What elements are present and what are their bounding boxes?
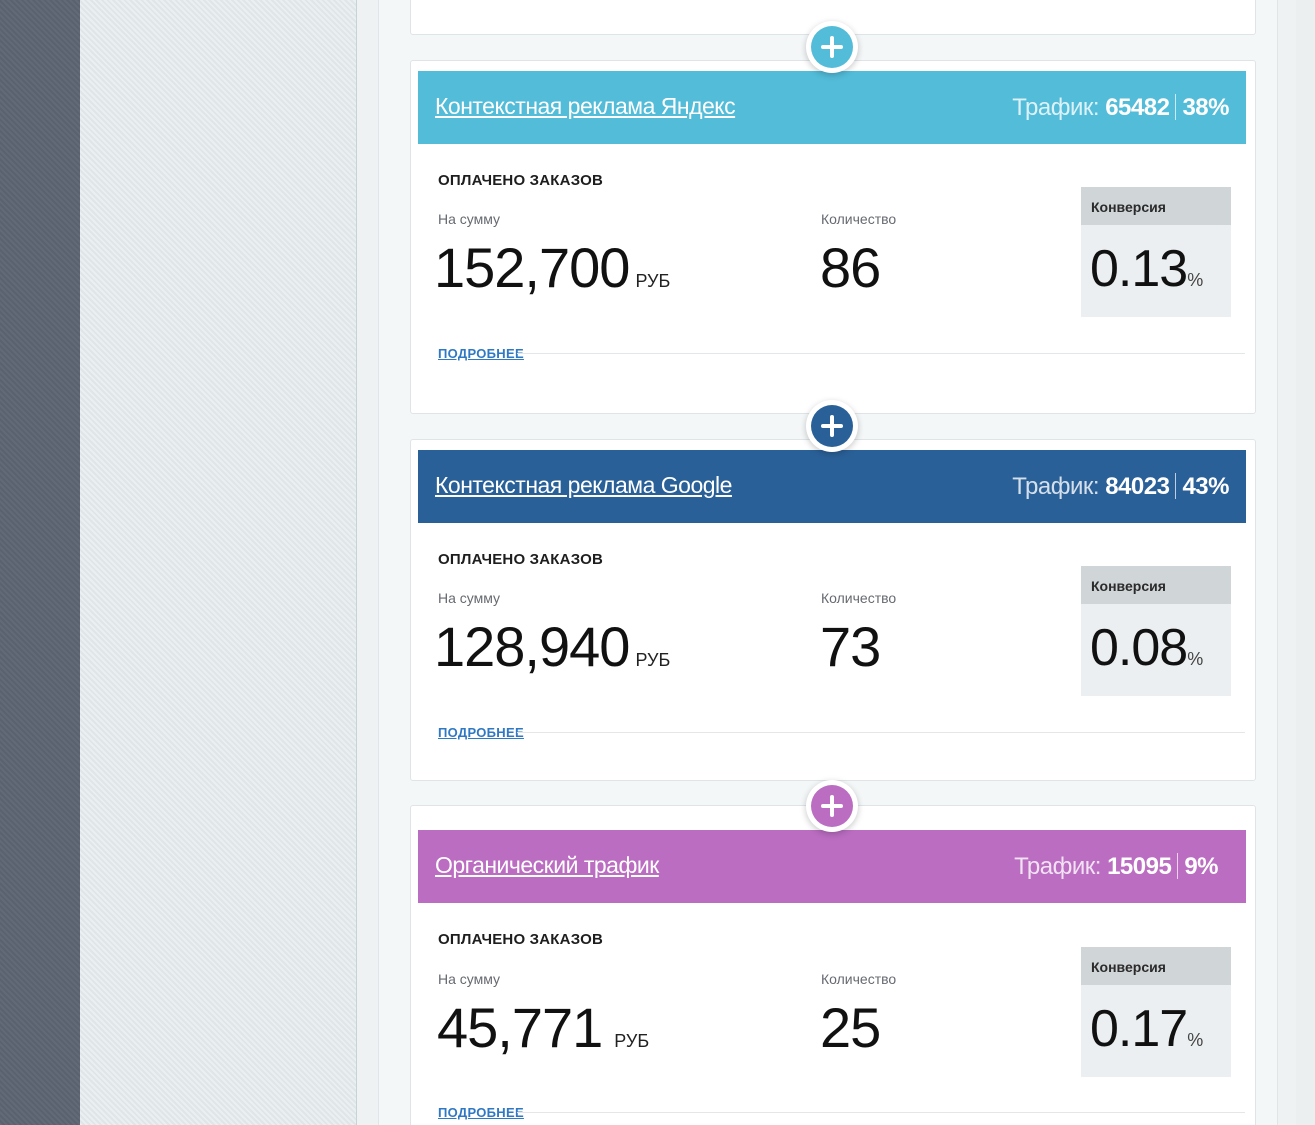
left-navigation-rail	[0, 0, 80, 1125]
traffic-summary: Трафик: 15095 9%	[1014, 853, 1218, 881]
channel-title-link[interactable]: Органический трафик	[435, 852, 659, 878]
traffic-label: Трафик:	[1012, 94, 1100, 121]
conversion-label: Конверсия	[1081, 187, 1231, 225]
count-label: Количество	[821, 590, 897, 606]
conversion-unit: %	[1187, 1030, 1204, 1050]
traffic-percent: 9%	[1184, 853, 1218, 880]
sum-label: На сумму	[438, 971, 501, 987]
details-link[interactable]: ПОДРОБНЕЕ	[438, 346, 524, 361]
conversion-label: Конверсия	[1081, 566, 1231, 604]
sum-label: На сумму	[438, 590, 501, 606]
count-value: 25	[820, 996, 881, 1059]
plus-icon	[811, 785, 853, 827]
conversion-unit: %	[1187, 270, 1204, 290]
count-value: 86	[820, 236, 881, 299]
paid-orders-label: ОПЛАЧЕНО ЗАКАЗОВ	[438, 172, 603, 189]
count-label: Количество	[821, 971, 897, 987]
traffic-summary: Трафик: 65482 38%	[1012, 94, 1229, 122]
divider	[517, 353, 1245, 354]
divider	[517, 1112, 1245, 1113]
traffic-label: Трафик:	[1012, 473, 1100, 500]
traffic-summary: Трафик: 84023 43%	[1012, 473, 1229, 501]
details-link[interactable]: ПОДРОБНЕЕ	[438, 725, 524, 740]
add-channel-button[interactable]	[806, 400, 858, 452]
sum-value: 128,940	[434, 615, 630, 678]
sum-label: На сумму	[438, 211, 501, 227]
traffic-value: 84023	[1105, 473, 1170, 500]
channel-title-link[interactable]: Контекстная реклама Яндекс	[435, 93, 736, 119]
paid-orders-label: ОПЛАЧЕНО ЗАКАЗОВ	[438, 931, 603, 948]
conversion-value: 0.08	[1090, 619, 1188, 677]
channel-header: Органический трафик Трафик: 15095 9%	[418, 830, 1246, 903]
conversion-unit: %	[1187, 649, 1204, 669]
conversion-value-row: 0.17%	[1090, 999, 1203, 1070]
plus-icon	[811, 405, 853, 447]
sum-value-row: 152,700 РУБ	[434, 236, 670, 313]
currency-label: РУБ	[635, 271, 671, 291]
right-strip	[1296, 0, 1315, 1125]
conversion-box: Конверсия 0.13%	[1081, 187, 1231, 317]
count-label: Количество	[821, 211, 897, 227]
traffic-percent: 38%	[1182, 94, 1229, 121]
traffic-separator	[1177, 853, 1179, 879]
details-link[interactable]: ПОДРОБНЕЕ	[438, 1105, 524, 1120]
count-value: 73	[820, 615, 881, 678]
conversion-value: 0.13	[1090, 240, 1188, 298]
sum-value: 45,771	[437, 996, 603, 1059]
sum-value-row: 45,771 РУБ	[437, 996, 649, 1073]
divider	[517, 732, 1245, 733]
traffic-value: 65482	[1105, 94, 1170, 121]
channel-card-yandex: Контекстная реклама Яндекс Трафик: 65482…	[410, 60, 1256, 414]
side-panel	[80, 0, 357, 1125]
conversion-value-row: 0.08%	[1090, 618, 1203, 689]
traffic-label: Трафик:	[1014, 853, 1101, 880]
conversion-box: Конверсия 0.08%	[1081, 566, 1231, 696]
plus-icon	[811, 26, 853, 68]
channel-card-organic: Органический трафик Трафик: 15095 9% ОПЛА…	[410, 805, 1256, 1125]
currency-label: РУБ	[614, 1031, 650, 1051]
channel-title-link[interactable]: Контекстная реклама Google	[435, 472, 732, 498]
currency-label: РУБ	[635, 650, 671, 670]
conversion-value: 0.17	[1090, 1000, 1188, 1058]
conversion-box: Конверсия 0.17%	[1081, 947, 1231, 1077]
channel-header: Контекстная реклама Google Трафик: 84023…	[418, 450, 1246, 523]
traffic-separator	[1175, 473, 1177, 499]
traffic-percent: 43%	[1182, 473, 1229, 500]
sum-value-row: 128,940 РУБ	[434, 615, 670, 692]
channel-header: Контекстная реклама Яндекс Трафик: 65482…	[418, 71, 1246, 144]
conversion-value-row: 0.13%	[1090, 239, 1203, 310]
channel-card-google: Контекстная реклама Google Трафик: 84023…	[410, 439, 1256, 781]
traffic-value: 15095	[1107, 853, 1172, 880]
add-channel-button[interactable]	[806, 21, 858, 73]
conversion-label: Конверсия	[1081, 947, 1231, 985]
sum-value: 152,700	[434, 236, 630, 299]
paid-orders-label: ОПЛАЧЕНО ЗАКАЗОВ	[438, 551, 603, 568]
add-channel-button[interactable]	[806, 780, 858, 832]
traffic-separator	[1175, 94, 1177, 120]
